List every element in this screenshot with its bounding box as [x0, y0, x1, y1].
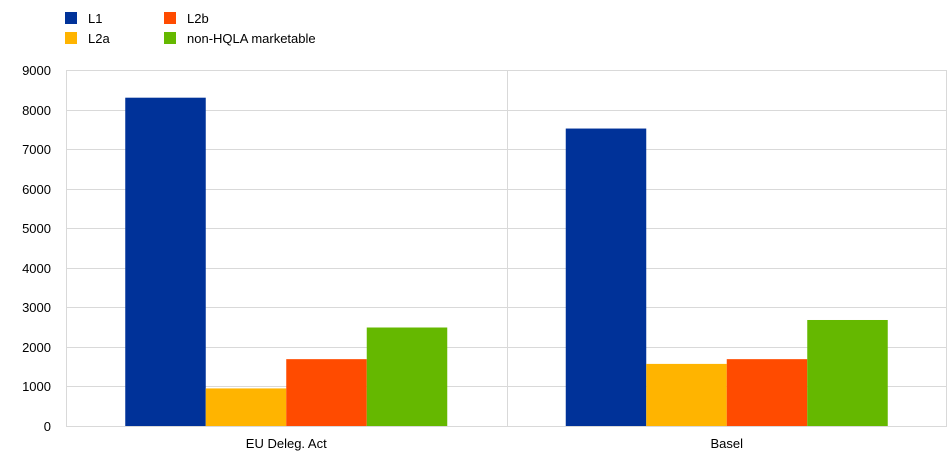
y-tick-label: 7000: [22, 142, 51, 157]
legend-label-non-hqla: non-HQLA marketable: [187, 30, 316, 46]
y-tick-label: 8000: [22, 103, 51, 118]
legend-label-l2a: L2a: [88, 30, 110, 46]
y-tick-label: 5000: [22, 221, 51, 236]
bar-non-hqla-marketable-0: [366, 327, 448, 426]
legend-item-non-hqla: non-HQLA marketable: [164, 29, 316, 47]
bar-l1-0: [125, 97, 206, 426]
y-tick-label: 1000: [22, 379, 51, 394]
bar-l2b-0: [286, 359, 367, 426]
y-tick-label: 9000: [22, 63, 51, 78]
x-tick-label: EU Deleg. Act: [246, 436, 327, 451]
bar-l2a-1: [646, 363, 727, 426]
legend-swatch-l2b: [164, 12, 176, 24]
legend-item-l1: L1: [65, 9, 102, 27]
legend-swatch-non-hqla: [164, 32, 176, 44]
bar-non-hqla-marketable-1: [807, 319, 888, 426]
legend-swatch-l1: [65, 12, 77, 24]
legend-swatch-l2a: [65, 32, 77, 44]
y-tick-label: 0: [44, 419, 51, 434]
legend-item-l2a: L2a: [65, 29, 110, 47]
y-tick-label: 6000: [22, 182, 51, 197]
y-tick-label: 3000: [22, 300, 51, 315]
bar-l1-1: [565, 128, 647, 426]
y-tick-label: 4000: [22, 261, 51, 276]
bar-l2b-1: [726, 359, 808, 426]
legend-label-l1: L1: [88, 10, 103, 26]
legend-label-l2b: L2b: [187, 10, 209, 26]
legend-item-l2b: L2b: [164, 9, 209, 27]
x-tick-label: Basel: [710, 436, 743, 451]
bar-l2a-0: [205, 388, 287, 426]
y-tick-label: 2000: [22, 340, 51, 355]
